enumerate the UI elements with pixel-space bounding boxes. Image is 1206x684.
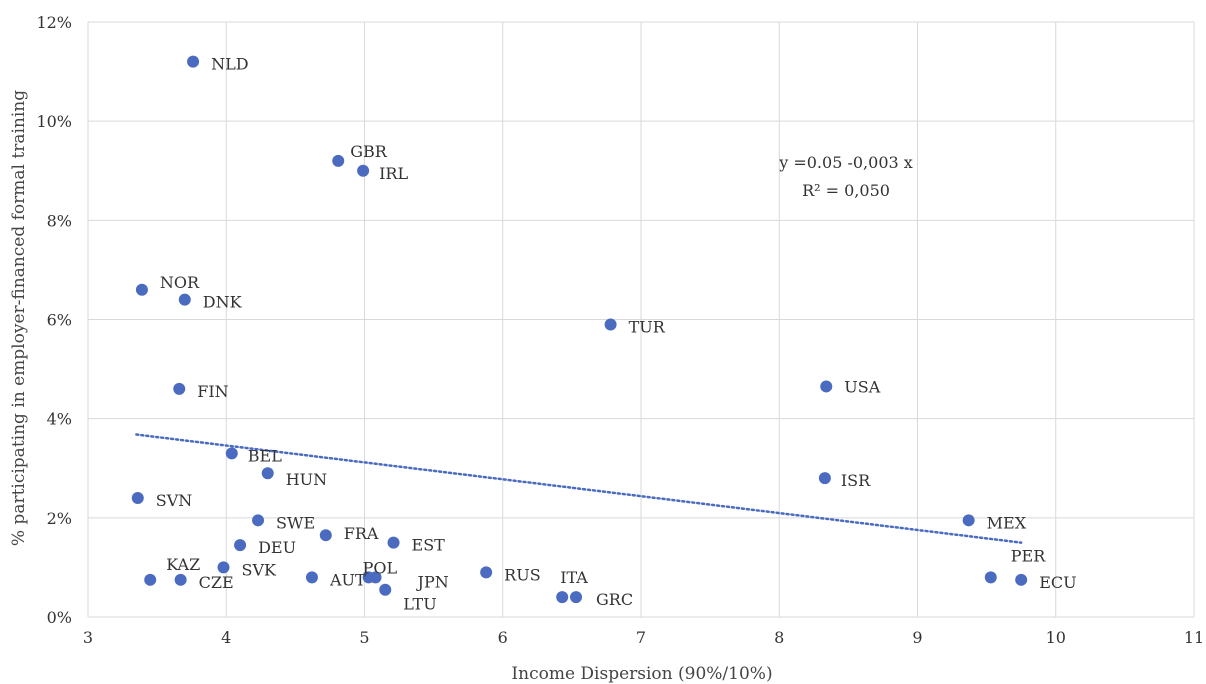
point-label: AUT bbox=[329, 570, 366, 589]
data-point bbox=[173, 382, 186, 395]
data-point bbox=[319, 529, 332, 542]
x-tick-label: 8 bbox=[774, 628, 784, 647]
x-tick-label: 3 bbox=[83, 628, 93, 647]
point-label: EST bbox=[412, 536, 446, 555]
x-tick-label: 7 bbox=[636, 628, 646, 647]
y-tick-label: 4% bbox=[47, 410, 72, 429]
trendline-equation: y =0.05 -0,003 x bbox=[778, 153, 913, 172]
point-label: SWE bbox=[276, 513, 315, 532]
data-point bbox=[174, 573, 187, 586]
point-label: FIN bbox=[197, 382, 228, 401]
gridlines bbox=[87, 21, 1195, 618]
point-label: DEU bbox=[258, 538, 296, 557]
data-point bbox=[178, 293, 191, 306]
point-label: SVK bbox=[241, 560, 277, 579]
data-point bbox=[480, 566, 493, 579]
data-point bbox=[379, 583, 392, 596]
x-tick-label: 9 bbox=[912, 628, 922, 647]
point-label: RUS bbox=[504, 565, 541, 584]
point-label: GRC bbox=[596, 590, 633, 609]
point-label: NOR bbox=[160, 273, 200, 292]
data-point bbox=[820, 380, 833, 393]
data-point bbox=[818, 472, 831, 485]
data-point bbox=[144, 573, 157, 586]
data-points bbox=[131, 55, 1028, 604]
r-squared-label: R² = 0,050 bbox=[802, 181, 890, 200]
y-tick-label: 8% bbox=[47, 211, 72, 230]
point-label: USA bbox=[844, 377, 880, 396]
y-tick-label: 10% bbox=[36, 112, 72, 131]
data-point bbox=[261, 467, 274, 480]
point-label: FRA bbox=[344, 524, 379, 543]
point-label: POL bbox=[363, 558, 398, 577]
point-label: TUR bbox=[629, 317, 666, 336]
point-label: MEX bbox=[987, 513, 1027, 532]
data-point bbox=[369, 571, 382, 584]
point-label: HUN bbox=[286, 470, 327, 489]
x-tick-label: 10 bbox=[1046, 628, 1066, 647]
data-point bbox=[556, 591, 569, 604]
data-point bbox=[604, 318, 617, 331]
data-point bbox=[234, 539, 247, 552]
data-point bbox=[187, 55, 200, 68]
point-label: SVN bbox=[156, 491, 193, 510]
point-label: BEL bbox=[248, 446, 282, 465]
x-axis-title: Income Dispersion (90%/10%) bbox=[511, 664, 772, 684]
point-label: DNK bbox=[203, 293, 243, 312]
data-point bbox=[305, 571, 318, 584]
data-point bbox=[570, 591, 583, 604]
y-axis-title: % participating in employer-financed for… bbox=[9, 90, 29, 546]
x-tick-label: 6 bbox=[498, 628, 508, 647]
point-label: GBR bbox=[350, 142, 388, 161]
tick-labels: 3 4 5 6 7 8 9 10 11 0% 2% 4% 6% 8% 10% 12% bbox=[36, 13, 1204, 647]
point-label: CZE bbox=[199, 573, 234, 592]
point-label: NLD bbox=[211, 55, 248, 74]
data-point bbox=[131, 492, 144, 504]
y-tick-label: 2% bbox=[47, 509, 72, 528]
data-point bbox=[1015, 573, 1028, 586]
data-point bbox=[217, 561, 230, 574]
point-label: JPN bbox=[416, 572, 449, 591]
point-label: PER bbox=[1011, 546, 1046, 565]
x-tick-label: 11 bbox=[1184, 628, 1204, 647]
point-label: ITA bbox=[560, 568, 588, 587]
data-point bbox=[357, 164, 370, 177]
data-point bbox=[984, 571, 997, 584]
point-label: IRL bbox=[379, 164, 408, 183]
y-tick-label: 0% bbox=[47, 608, 72, 627]
point-label: ISR bbox=[841, 471, 871, 490]
trendline-group bbox=[135, 433, 1023, 544]
x-tick-label: 5 bbox=[359, 628, 369, 647]
y-tick-label: 12% bbox=[36, 13, 72, 32]
y-tick-label: 6% bbox=[47, 311, 72, 330]
data-point bbox=[135, 283, 148, 296]
point-label: KAZ bbox=[166, 555, 200, 574]
data-point bbox=[962, 514, 975, 527]
data-point bbox=[332, 154, 345, 167]
data-point bbox=[225, 447, 238, 460]
data-point bbox=[387, 536, 400, 549]
point-label: ECU bbox=[1039, 573, 1076, 592]
point-label: LTU bbox=[403, 595, 436, 614]
trendline bbox=[135, 433, 1023, 544]
x-tick-label: 4 bbox=[221, 628, 231, 647]
data-point bbox=[252, 514, 265, 527]
